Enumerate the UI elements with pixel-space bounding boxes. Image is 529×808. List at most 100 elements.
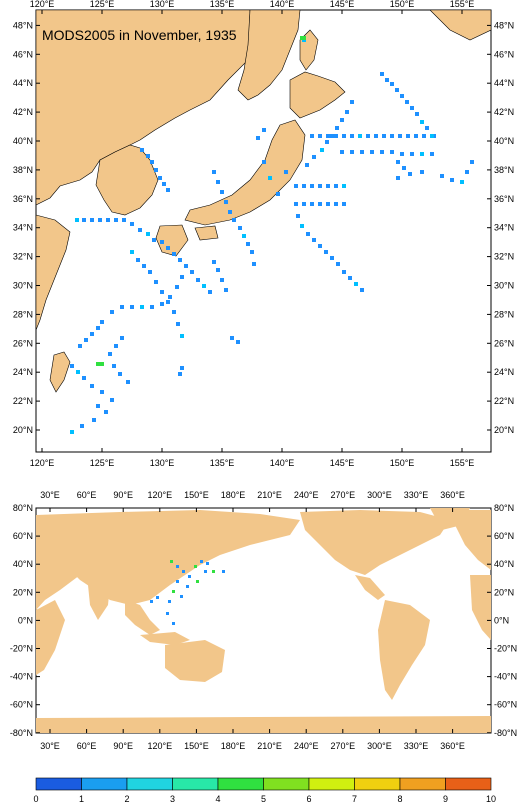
colorbar-label: 6 (306, 794, 311, 804)
observation-marker (190, 270, 194, 274)
world-observation-markers (150, 560, 225, 625)
lat-tick-label: 0°N (494, 615, 509, 625)
observation-marker (70, 430, 74, 434)
lat-tick-label: 44°N (494, 78, 514, 88)
observation-marker (114, 218, 118, 222)
observation-marker (350, 100, 354, 104)
map-title: MODS2005 in November, 1935 (42, 27, 237, 43)
observation-marker (216, 268, 220, 272)
lat-tick-label: 34°N (13, 223, 33, 233)
observation-marker (222, 570, 225, 573)
observation-marker (212, 260, 216, 264)
colorbar-label: 7 (352, 794, 357, 804)
lat-tick-label: 40°N (13, 559, 33, 569)
lon-tick-label: 150°E (390, 458, 415, 468)
observation-marker (334, 184, 338, 188)
lat-tick-label: -60°N (494, 700, 517, 710)
observation-marker (186, 585, 189, 588)
colorbar-label: 1 (79, 794, 84, 804)
regional-lon-ticks-top: 120°E 125°E 130°E 135°E 140°E 145°E 150°E 155°E (30, 0, 474, 14)
observation-marker (160, 302, 164, 306)
observation-marker (470, 160, 474, 164)
observation-marker (130, 250, 134, 254)
observation-marker (150, 305, 154, 309)
observation-marker (425, 126, 429, 130)
lon-tick-label: 360°E (440, 741, 465, 751)
observation-marker (220, 278, 224, 282)
observation-marker (180, 595, 183, 598)
lon-tick-label: 300°E (367, 490, 392, 500)
observation-marker (390, 82, 394, 86)
lon-tick-label: 125°E (90, 458, 115, 468)
world-lat-ticks-right: 80°N 60°N 40°N 20°N 0°N -20°N -40°N -60°N -80°N (487, 503, 517, 738)
colorbar-label: 10 (486, 794, 496, 804)
observation-marker (312, 238, 316, 242)
colorbar-swatch (217, 777, 264, 791)
observation-marker (276, 192, 280, 196)
colorbar-swatches (35, 777, 492, 791)
lat-tick-label: 44°N (13, 78, 33, 88)
observation-marker (262, 128, 266, 132)
observation-marker (130, 305, 134, 309)
observation-marker (402, 166, 406, 170)
lon-tick-label: 210°E (257, 490, 282, 500)
lat-tick-label: -40°N (494, 672, 517, 682)
observation-marker (430, 134, 434, 138)
observation-marker (204, 570, 207, 573)
observation-marker (370, 150, 374, 154)
observation-marker (200, 560, 203, 563)
lat-tick-label: 28°N (13, 309, 33, 319)
observation-marker (380, 150, 384, 154)
lat-tick-label: 36°N (494, 194, 514, 204)
lat-tick-label: 20°N (494, 587, 514, 597)
observation-marker (110, 310, 114, 314)
regional-land (35, 9, 492, 393)
observation-marker (340, 118, 344, 122)
lon-tick-label: 30°E (40, 741, 60, 751)
observation-marker (166, 188, 170, 192)
lat-tick-label: 22°N (494, 396, 514, 406)
colorbar-swatch (354, 777, 401, 791)
lat-tick-label: 26°N (494, 338, 514, 348)
observation-marker (390, 150, 394, 154)
observation-marker (162, 182, 166, 186)
colorbar-swatch (445, 777, 492, 791)
observation-marker (166, 300, 170, 304)
colorbar: 0 1 2 3 4 5 6 7 8 9 10 (33, 777, 496, 804)
observation-marker (154, 168, 158, 172)
observation-marker (142, 264, 146, 268)
observation-marker (395, 88, 399, 92)
observation-marker (154, 280, 158, 284)
observation-marker (326, 202, 330, 206)
observation-marker (382, 134, 386, 138)
regional-lat-ticks-left: 20°N 22°N 24°N 26°N 28°N 30°N 32°N 34°N 36°N 38°N… (13, 20, 40, 435)
observation-marker (310, 134, 314, 138)
observation-marker (100, 320, 104, 324)
observation-marker (182, 570, 185, 573)
observation-marker (335, 126, 339, 130)
observation-marker (465, 170, 469, 174)
observation-marker (312, 155, 316, 159)
observation-marker (300, 224, 304, 228)
lat-tick-label: 80°N (13, 503, 33, 513)
observation-marker (172, 622, 175, 625)
lat-tick-label: 20°N (494, 425, 514, 435)
observation-marker (96, 326, 100, 330)
observation-marker (302, 202, 306, 206)
observation-marker (120, 305, 124, 309)
colorbar-label: 5 (261, 794, 266, 804)
observation-marker (140, 305, 144, 309)
observation-marker (306, 232, 310, 236)
lon-tick-label: 155°E (450, 458, 475, 468)
observation-marker (296, 214, 300, 218)
lon-tick-label: 60°E (77, 741, 97, 751)
observation-marker (194, 565, 197, 568)
observation-marker (158, 176, 162, 180)
observation-marker (252, 262, 256, 266)
lon-tick-label: 145°E (330, 0, 355, 9)
lat-tick-label: 60°N (494, 531, 514, 541)
observation-marker (318, 244, 322, 248)
observation-marker (310, 184, 314, 188)
lat-tick-label: 30°N (494, 281, 514, 291)
observation-marker (120, 336, 124, 340)
